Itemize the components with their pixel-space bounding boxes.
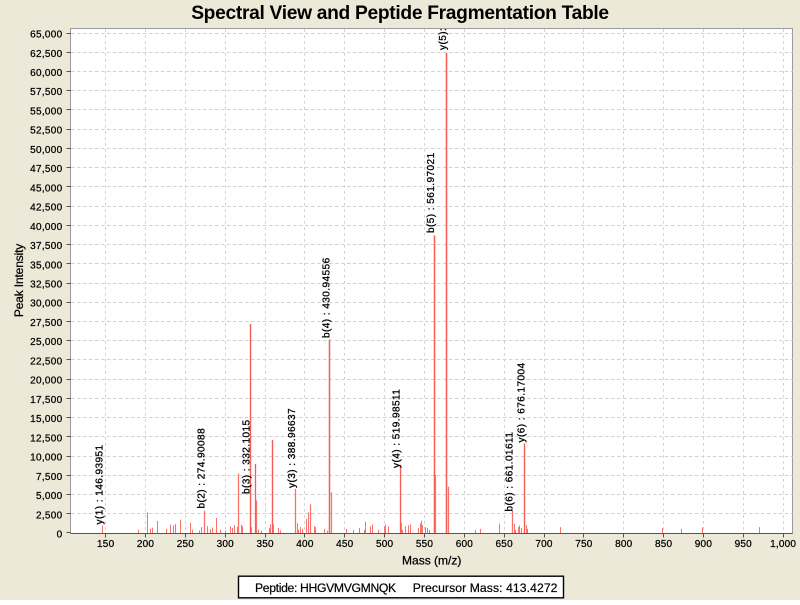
svg-text:b(2) : 274.90088: b(2) : 274.90088 bbox=[196, 428, 207, 509]
svg-text:Precursor Mass: 413.4272: Precursor Mass: 413.4272 bbox=[413, 581, 558, 595]
svg-text:250: 250 bbox=[177, 539, 195, 550]
svg-text:20,000: 20,000 bbox=[30, 376, 63, 387]
svg-text:600: 600 bbox=[456, 539, 474, 550]
svg-text:300: 300 bbox=[217, 539, 235, 550]
svg-text:900: 900 bbox=[695, 539, 713, 550]
svg-text:5,000: 5,000 bbox=[36, 491, 63, 502]
svg-text:y(1) : 146.93951: y(1) : 146.93951 bbox=[94, 444, 105, 524]
svg-text:200: 200 bbox=[137, 539, 155, 550]
svg-text:35,000: 35,000 bbox=[30, 260, 63, 271]
svg-text:45,000: 45,000 bbox=[30, 183, 63, 194]
svg-text:y(3) : 388.96637: y(3) : 388.96637 bbox=[287, 408, 298, 488]
svg-text:b(3) : 332.1015: b(3) : 332.1015 bbox=[242, 419, 253, 494]
svg-text:15,000: 15,000 bbox=[30, 414, 63, 425]
svg-text:32,500: 32,500 bbox=[30, 280, 63, 291]
svg-text:40,000: 40,000 bbox=[30, 222, 63, 233]
svg-text:27,500: 27,500 bbox=[30, 318, 63, 329]
svg-text:b(4) : 430.94556: b(4) : 430.94556 bbox=[321, 257, 332, 338]
svg-text:Spectral View and Peptide Frag: Spectral View and Peptide Fragmentation … bbox=[191, 3, 609, 24]
svg-text:42,500: 42,500 bbox=[30, 203, 63, 214]
svg-text:60,000: 60,000 bbox=[30, 68, 63, 79]
svg-text:500: 500 bbox=[376, 539, 394, 550]
svg-text:y(4) : 519.98511: y(4) : 519.98511 bbox=[392, 389, 403, 468]
svg-text:2,500: 2,500 bbox=[36, 510, 63, 521]
svg-text:800: 800 bbox=[615, 539, 633, 550]
svg-text:65,000: 65,000 bbox=[30, 30, 63, 41]
svg-text:y(6) : 676.17004: y(6) : 676.17004 bbox=[517, 362, 528, 442]
svg-text:30,000: 30,000 bbox=[30, 299, 63, 310]
svg-text:b(5) : 561.97021: b(5) : 561.97021 bbox=[426, 152, 437, 233]
svg-text:450: 450 bbox=[336, 539, 354, 550]
svg-text:55,000: 55,000 bbox=[30, 106, 63, 117]
svg-text:750: 750 bbox=[575, 539, 593, 550]
svg-text:10,000: 10,000 bbox=[30, 453, 63, 464]
svg-text:Mass (m/z): Mass (m/z) bbox=[402, 554, 461, 568]
svg-text:12,500: 12,500 bbox=[30, 433, 63, 444]
svg-text:400: 400 bbox=[296, 539, 314, 550]
svg-text:52,500: 52,500 bbox=[30, 126, 63, 137]
svg-text:0: 0 bbox=[57, 530, 63, 541]
svg-text:1,000: 1,000 bbox=[770, 539, 796, 550]
svg-text:Peptide: HHGVMVGMNQK: Peptide: HHGVMVGMNQK bbox=[255, 581, 396, 595]
svg-text:b(6) : 661.01611: b(6) : 661.01611 bbox=[504, 432, 515, 512]
svg-text:550: 550 bbox=[416, 539, 434, 550]
svg-text:850: 850 bbox=[655, 539, 673, 550]
svg-text:150: 150 bbox=[97, 539, 115, 550]
svg-text:650: 650 bbox=[496, 539, 514, 550]
svg-text:50,000: 50,000 bbox=[30, 145, 63, 156]
svg-text:17,500: 17,500 bbox=[30, 395, 63, 406]
svg-text:25,000: 25,000 bbox=[30, 337, 63, 348]
svg-text:62,500: 62,500 bbox=[30, 49, 63, 60]
svg-text:950: 950 bbox=[735, 539, 753, 550]
svg-text:350: 350 bbox=[256, 539, 274, 550]
svg-text:57,500: 57,500 bbox=[30, 87, 63, 98]
svg-text:37,500: 37,500 bbox=[30, 241, 63, 252]
svg-text:47,500: 47,500 bbox=[30, 164, 63, 175]
svg-text:700: 700 bbox=[535, 539, 553, 550]
svg-text:Peak Intensity: Peak Intensity bbox=[12, 244, 26, 317]
svg-text:22,500: 22,500 bbox=[30, 356, 63, 367]
svg-text:y(5): 578.02563: y(5): 578.02563 bbox=[438, 0, 449, 50]
svg-text:7,500: 7,500 bbox=[36, 472, 63, 483]
